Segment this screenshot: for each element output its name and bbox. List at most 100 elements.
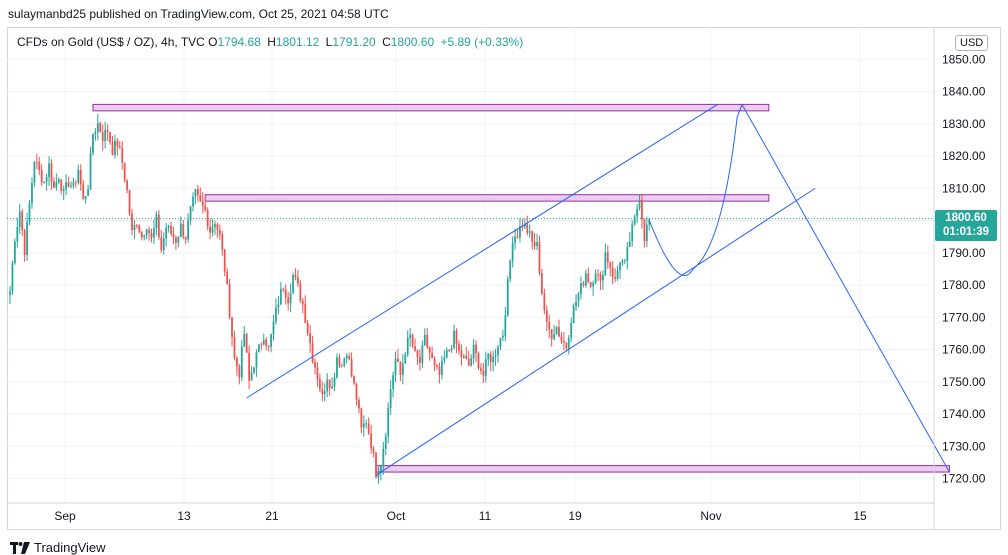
- candle-body: [145, 229, 148, 236]
- candle-body: [204, 205, 207, 211]
- tradingview-brand[interactable]: TradingView: [10, 540, 106, 555]
- candle-body: [318, 378, 321, 390]
- candle-body: [419, 356, 421, 363]
- candle-body: [460, 350, 463, 358]
- candle-body: [641, 200, 643, 220]
- candle-body: [514, 236, 516, 243]
- candle-body: [643, 219, 646, 242]
- candle-body: [238, 366, 241, 378]
- candle-body: [316, 367, 319, 379]
- candle-body: [548, 321, 551, 330]
- candle-body: [294, 274, 297, 278]
- candle-body: [409, 334, 412, 338]
- candle-body: [126, 180, 129, 191]
- candle-body: [553, 334, 556, 339]
- candle-body: [421, 345, 424, 363]
- candle-body: [499, 337, 502, 347]
- candle-body: [43, 181, 46, 183]
- candle-body: [350, 359, 353, 376]
- candle-body: [453, 330, 455, 349]
- candle-body: [599, 273, 602, 281]
- candle-body: [162, 238, 165, 251]
- candle-body: [389, 388, 392, 408]
- candle-body: [523, 223, 526, 228]
- candle-body: [480, 368, 482, 371]
- candle-body: [82, 184, 85, 199]
- candle-body: [167, 225, 170, 228]
- candle-body: [550, 329, 553, 339]
- candle-body: [314, 361, 316, 368]
- candle-body: [333, 377, 336, 387]
- candle-body: [611, 267, 614, 278]
- low-key: L: [325, 35, 333, 49]
- candle-body: [60, 179, 63, 191]
- candle-body: [531, 231, 534, 242]
- candle-body: [57, 179, 60, 182]
- price-tick-label: 1760.00: [942, 343, 986, 357]
- price-tick-label: 1790.00: [942, 246, 986, 260]
- candle-body: [155, 214, 158, 229]
- candle-body: [353, 375, 355, 384]
- candle-body: [189, 206, 192, 221]
- candle-body: [92, 134, 94, 153]
- candle-body: [292, 274, 294, 293]
- low-value: 1791.20: [332, 35, 376, 49]
- candle-body: [21, 211, 24, 231]
- candle-body: [233, 336, 236, 359]
- candle-body: [445, 350, 448, 358]
- candle-body: [172, 234, 175, 238]
- candle-body: [487, 353, 490, 360]
- candle-body: [506, 279, 509, 316]
- candle-body: [9, 291, 11, 295]
- candle-body: [536, 242, 538, 247]
- candle-body: [619, 262, 621, 271]
- candle-body: [301, 300, 304, 305]
- candle-body: [177, 236, 180, 243]
- candle-body: [231, 317, 233, 337]
- price-tick-label: 1820.00: [942, 149, 986, 163]
- trend-drawings: [246, 103, 950, 476]
- candle-body: [636, 208, 638, 217]
- candle-body: [140, 232, 143, 238]
- price-tick-label: 1720.00: [942, 472, 986, 486]
- candle-body: [489, 353, 492, 363]
- candle-body: [89, 152, 92, 190]
- candle-body: [433, 358, 436, 366]
- candle-body: [458, 343, 460, 351]
- close-value: 1800.60: [390, 35, 435, 49]
- candle-body: [104, 129, 107, 142]
- price-axis: 1720.00 1730.00 1740.00 1750.00 1760.00 1770.…: [942, 52, 986, 485]
- candle-body: [443, 357, 446, 361]
- candle-body: [340, 365, 343, 367]
- candle-body: [206, 210, 209, 227]
- candle-body: [148, 229, 150, 233]
- change-value: +5.89 (+0.33%): [440, 35, 524, 49]
- candle-body: [450, 348, 453, 351]
- chart-frame: [7, 27, 1001, 530]
- candle-body: [321, 389, 324, 395]
- candle-body: [277, 304, 280, 308]
- candle-body: [16, 227, 19, 242]
- candle-body: [184, 236, 187, 240]
- candle-body: [257, 344, 260, 353]
- candle-body: [414, 346, 416, 351]
- candle-body: [326, 379, 329, 392]
- time-axis: Sep 13 21 Oct 11 19 Nov 15: [54, 509, 867, 523]
- candle-body: [248, 352, 251, 381]
- currency-button[interactable]: USD: [955, 35, 989, 51]
- candle-body: [72, 182, 75, 186]
- candle-body: [114, 140, 116, 155]
- candle-body: [35, 162, 38, 163]
- price-tick-label: 1830.00: [942, 117, 986, 131]
- candle-body: [587, 273, 590, 283]
- candle-body: [201, 201, 204, 206]
- candle-body: [519, 226, 521, 238]
- candle-body: [228, 283, 231, 318]
- candle-body: [65, 182, 68, 190]
- candle-body: [70, 185, 72, 187]
- time-tick-label: Oct: [387, 509, 406, 523]
- candle-body: [275, 307, 277, 322]
- open-value: 1794.68: [217, 35, 261, 49]
- candle-body: [309, 332, 312, 344]
